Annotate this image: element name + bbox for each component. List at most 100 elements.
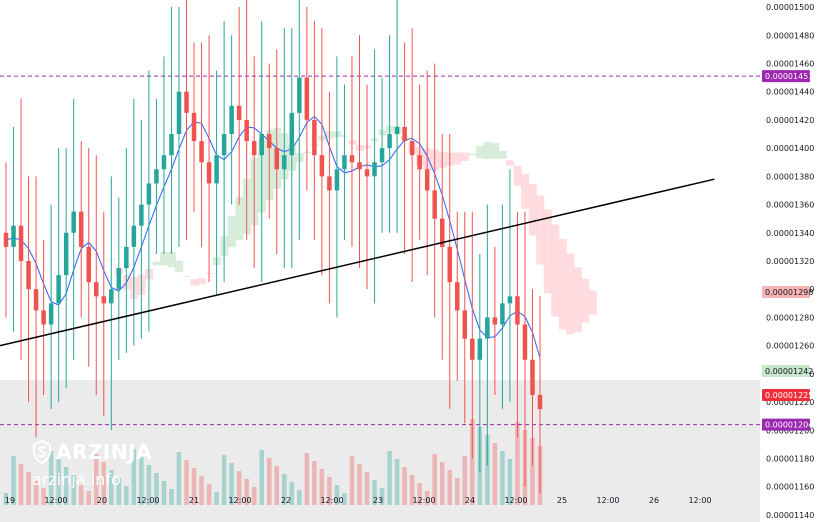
candle-body: [116, 268, 122, 290]
candle-body: [319, 155, 325, 177]
candle-body: [522, 324, 528, 360]
candle-body: [221, 134, 227, 156]
candle-body: [334, 169, 340, 191]
cloud-segment: [551, 224, 560, 317]
price-tag-label: 0.00001242: [765, 367, 813, 376]
candle-body: [289, 112, 295, 156]
candle-body: [455, 282, 460, 311]
volume-bar: [3, 493, 9, 505]
candle-body: [282, 155, 287, 170]
volume-bar: [507, 459, 513, 505]
x-tick-label: 12:00: [320, 496, 343, 505]
x-tick-label: 24: [465, 496, 475, 505]
brand-watermark: ARZINJA arzinja.info: [32, 440, 152, 489]
volume-bar: [244, 479, 249, 505]
volume-bar: [191, 468, 197, 505]
price-tag: [762, 365, 810, 378]
volume-bar: [169, 489, 174, 505]
volume-bar: [266, 458, 272, 505]
cloud-segment: [160, 251, 169, 266]
volume-bar: [259, 450, 264, 505]
cloud-segment: [190, 279, 199, 286]
candle-body: [244, 119, 249, 142]
x-tick-label: 19: [5, 496, 15, 505]
volume-bar: [56, 459, 61, 505]
y-tick-label: 0.00001200: [766, 426, 814, 435]
volume-bars: [0, 380, 760, 522]
volume-bar: [139, 457, 144, 505]
cloud-segment: [175, 261, 184, 272]
candle-body: [63, 232, 69, 276]
cloud-segment: [483, 141, 492, 159]
volume-bar: [342, 493, 347, 505]
volume-bar: [214, 492, 219, 505]
trend-line[interactable]: [0, 178, 715, 347]
candle-body: [109, 289, 114, 304]
candle-body: [206, 162, 212, 184]
volume-bar: [71, 475, 76, 505]
volume-bar: [402, 467, 407, 505]
cloud-segment: [491, 143, 500, 159]
candle-body: [56, 275, 61, 304]
candle-body: [26, 261, 31, 290]
candle-body: [349, 155, 355, 163]
volume-bar: [274, 466, 280, 505]
candle-body: [259, 134, 264, 156]
x-tick-label: 12:00: [688, 496, 711, 505]
price-tag-label: 0.00001204: [765, 421, 813, 430]
brand-name-row: ARZINJA: [32, 440, 152, 464]
price-tags: 0.00001451 0.00001298 0.00001242 0.00001225…: [762, 70, 813, 431]
y-tick-label: 0.00001320: [766, 257, 814, 266]
volume-bar: [334, 485, 340, 505]
cloud-segment: [182, 275, 191, 277]
candle-body: [274, 148, 280, 170]
candle-body: [485, 317, 490, 339]
cloud-segment: [227, 215, 236, 248]
volume-bar: [33, 480, 39, 505]
volume-bar: [470, 419, 475, 505]
candle-body: [372, 162, 377, 177]
candle-body: [199, 141, 204, 163]
candle-body: [154, 169, 159, 184]
y-tick-label: 0.00001180: [766, 455, 814, 464]
s-logo-icon: [33, 440, 51, 464]
volume-bar: [282, 474, 287, 505]
candle-body: [146, 183, 152, 205]
x-tick-label: 12:00: [136, 496, 159, 505]
volume-bar: [206, 484, 212, 505]
cloud-segment: [506, 160, 515, 166]
candle-body: [387, 134, 392, 149]
candle-body: [364, 169, 370, 177]
cloud-segment: [588, 290, 597, 315]
candle-body: [424, 169, 430, 191]
x-axis[interactable]: 19 12:00 20 12:00 21 12:00 22 12:00 23 12:00 24 12:…: [5, 496, 712, 505]
candle-body: [3, 232, 9, 247]
volume-bar: [312, 461, 317, 505]
x-tick-label: 26: [649, 496, 659, 505]
volume-bar: [492, 443, 498, 505]
volume-bar: [86, 491, 91, 505]
cloud-segment: [235, 196, 244, 241]
candle-body: [432, 190, 437, 219]
price-tag: [762, 70, 810, 83]
cloud-segment: [453, 152, 462, 165]
candle-body: [33, 289, 39, 311]
y-tick-label: 0.00001400: [766, 144, 814, 153]
volume-bar: [176, 452, 182, 505]
candle-body: [342, 155, 347, 170]
candle-body: [191, 112, 197, 142]
volume-bar: [289, 482, 295, 505]
volume-bar: [462, 456, 468, 505]
volume-bar: [18, 464, 24, 505]
candle-body: [394, 126, 400, 135]
candle-body: [214, 155, 219, 184]
x-tick-label: 22: [281, 496, 291, 505]
volume-bar: [236, 471, 242, 505]
brand-name: ARZINJA: [56, 440, 152, 464]
candle-body: [161, 155, 167, 170]
y-tick-label: 0.00001440: [766, 88, 814, 97]
candle-body: [266, 134, 272, 149]
horizontal-levels: [0, 75, 760, 426]
candle-body: [93, 282, 99, 297]
